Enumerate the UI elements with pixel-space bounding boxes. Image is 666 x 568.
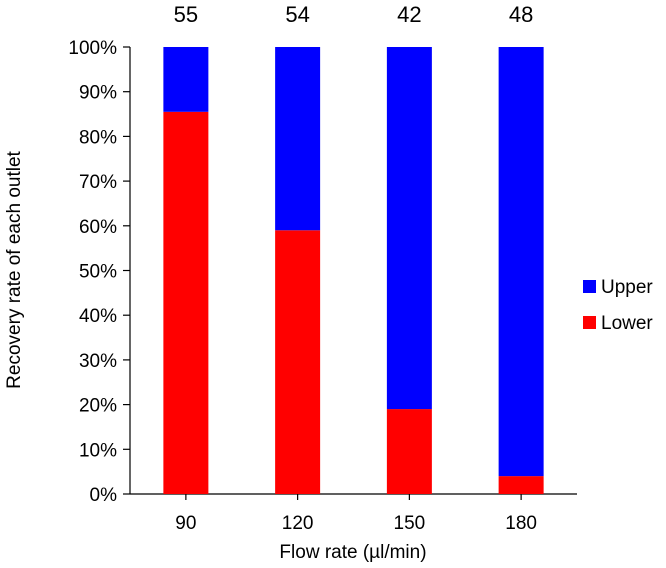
- bar-top-label: 55: [174, 2, 198, 27]
- y-tick-label: 10%: [79, 440, 117, 461]
- x-tick-label: 120: [282, 513, 314, 534]
- bar-top-label: 42: [397, 2, 421, 27]
- y-tick-label: 100%: [68, 38, 117, 59]
- plot-area: 0% 10% 20% 30% 40% 50% 60% 70% 80% 90% 100% 90 120 1…: [68, 2, 577, 534]
- x-tick-label: 90: [175, 513, 196, 534]
- bar-top-label: 54: [285, 2, 309, 27]
- bar-upper-90: [163, 47, 209, 112]
- bar-lower-180: [498, 476, 544, 494]
- y-ticks: 0% 10% 20% 30% 40% 50% 60% 70% 80% 90% 100%: [68, 38, 130, 506]
- bars: [163, 47, 544, 494]
- legend: Upper Lower: [583, 277, 653, 334]
- y-axis-title: Recovery rate of each outlet: [4, 150, 25, 388]
- bar-top-label: 48: [509, 2, 533, 27]
- y-tick-label: 60%: [79, 217, 117, 238]
- x-axis-title: Flow rate (µl/min): [279, 542, 426, 563]
- y-tick-label: 40%: [79, 306, 117, 327]
- legend-swatch-upper: [583, 280, 596, 293]
- legend-swatch-lower: [583, 316, 596, 329]
- bar-lower-90: [163, 111, 209, 494]
- y-tick-label: 0%: [90, 485, 118, 506]
- top-labels: 55 54 42 48: [174, 2, 534, 27]
- bar-lower-150: [386, 409, 432, 494]
- y-tick-label: 30%: [79, 351, 117, 372]
- legend-label-lower: Lower: [601, 313, 653, 334]
- y-tick-label: 90%: [79, 83, 117, 104]
- bar-upper-150: [386, 47, 432, 410]
- y-tick-label: 80%: [79, 127, 117, 148]
- bar-lower-120: [275, 230, 321, 494]
- bar-upper-120: [275, 47, 321, 231]
- y-tick-label: 20%: [79, 396, 117, 417]
- bar-upper-180: [498, 47, 544, 477]
- legend-label-upper: Upper: [601, 277, 653, 298]
- y-tick-label: 70%: [79, 172, 117, 193]
- y-tick-label: 50%: [79, 262, 117, 283]
- x-ticks: 90 120 150 180: [175, 494, 537, 534]
- x-tick-label: 150: [394, 513, 426, 534]
- x-tick-label: 180: [505, 513, 537, 534]
